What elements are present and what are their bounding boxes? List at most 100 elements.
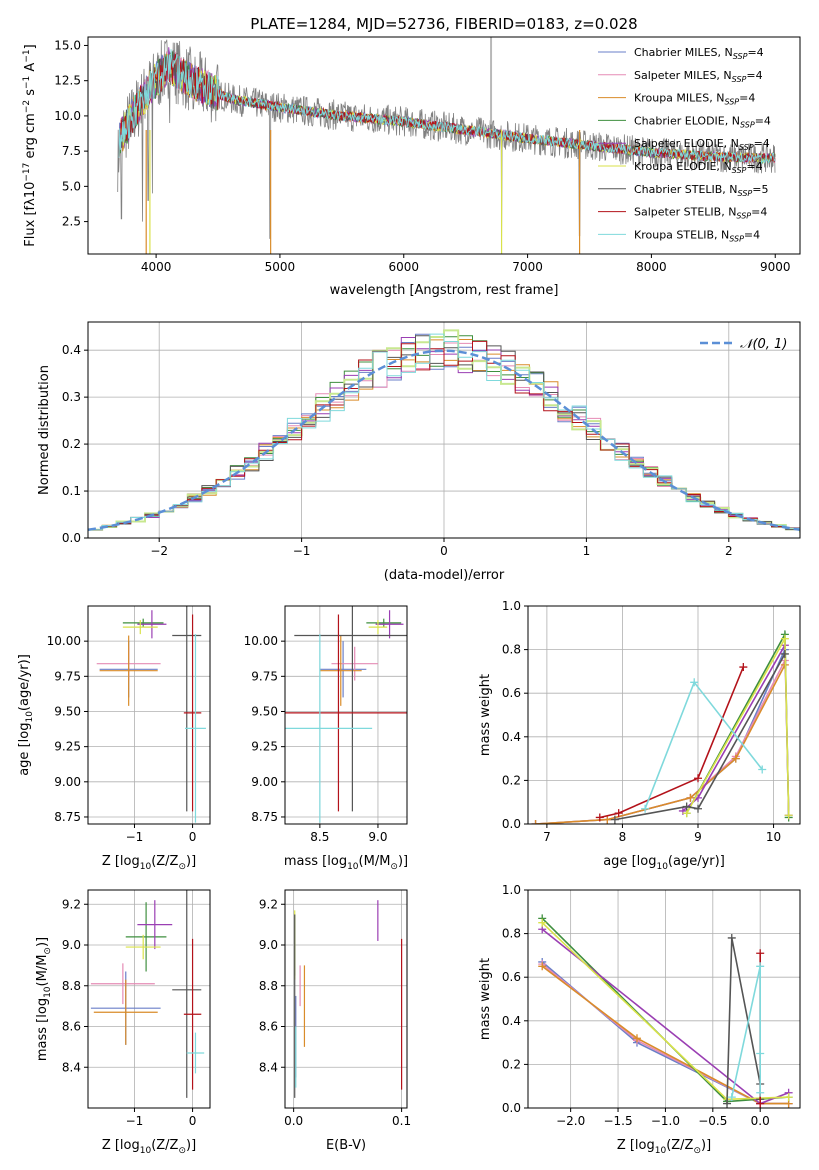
legend-suffix: =4 bbox=[744, 228, 760, 241]
plus-marker bbox=[531, 820, 540, 824]
legend-entry: Salpeter ELODIE, NSSP=4 bbox=[634, 137, 770, 152]
errorbar-chabrier-elodie bbox=[122, 618, 164, 628]
plot-area bbox=[88, 329, 800, 533]
label-part: )] bbox=[186, 1138, 196, 1153]
plus-marker bbox=[614, 809, 623, 818]
y-tick-label: 0.0 bbox=[502, 817, 521, 831]
x-tick-label: 9.0 bbox=[368, 830, 387, 844]
legend-entry: Salpeter STELIB, NSSP=4 bbox=[634, 206, 767, 221]
y-tick-label: 1.0 bbox=[502, 883, 521, 897]
y-tick-label: 12.5 bbox=[54, 74, 81, 88]
label-part: ⊙ bbox=[43, 947, 53, 955]
label-part: erg cm bbox=[23, 113, 38, 162]
label-part: ⊙ bbox=[178, 862, 186, 872]
plus-marker bbox=[690, 678, 699, 687]
y-tick-label: 10.00 bbox=[244, 634, 278, 648]
y-tick-label: 8.4 bbox=[259, 1060, 278, 1074]
weight-vs-z-axes: −2.0 −1.5 −1.0 −0.5 0.0 0.0 0.2 0.4 0.6 0.8 1.0 Z [… bbox=[478, 883, 801, 1156]
legend-suffix: =4 bbox=[746, 69, 762, 82]
legend-name: Kroupa STELIB, N bbox=[634, 228, 729, 241]
y-tick-label: 0.6 bbox=[502, 686, 521, 700]
spectrum-ylabel: Flux [fλ10−17​ erg cm−2​ s−1​ A−1​] bbox=[22, 44, 38, 246]
age-vs-mass-xlabel: mass [log10​(M/M⊙​)] bbox=[284, 854, 408, 872]
plus-marker bbox=[727, 933, 736, 942]
x-tick-label: −1 bbox=[293, 544, 311, 558]
label-part: A bbox=[23, 63, 38, 76]
plot-area bbox=[294, 900, 403, 1098]
errorbar-salpeter-stelib bbox=[183, 614, 202, 812]
y-tick-label: 0.8 bbox=[502, 927, 521, 941]
label-part: (M/M bbox=[359, 854, 391, 869]
y-tick-label: 9.25 bbox=[251, 740, 278, 754]
y-tick-label: 0.0 bbox=[502, 1101, 521, 1115]
y-tick-label: 2.5 bbox=[62, 215, 81, 229]
legend-name: Chabrier ELODIE, N bbox=[634, 114, 740, 127]
label-part: Z [log bbox=[617, 1138, 655, 1153]
y-tick-label: 0.3 bbox=[62, 390, 81, 404]
axes-frame bbox=[87, 605, 211, 825]
plus-marker bbox=[727, 1093, 736, 1102]
normal-curve bbox=[88, 349, 800, 532]
label-part: (Z/Z bbox=[666, 1138, 693, 1153]
y-tick-label: 8.8 bbox=[62, 979, 81, 993]
y-tick-label: 8.8 bbox=[259, 979, 278, 993]
y-tick-label: 9.0 bbox=[259, 938, 278, 952]
axes-frame bbox=[87, 889, 211, 1109]
label-part: (M/M bbox=[35, 955, 50, 987]
label-part: ⊙ bbox=[390, 862, 398, 872]
label-part: ⊙ bbox=[178, 1146, 186, 1156]
label-part: (Z/Z bbox=[151, 1138, 178, 1153]
label-part: 10 bbox=[655, 1146, 667, 1156]
y-tick-label: 9.00 bbox=[251, 775, 278, 789]
series-line-salpeter-stelib bbox=[599, 666, 745, 819]
x-tick-label: −1 bbox=[126, 830, 144, 844]
plus-marker bbox=[756, 962, 765, 971]
plus-marker bbox=[610, 815, 619, 824]
x-tick-label: 7000 bbox=[512, 260, 543, 274]
x-tick-label: 9000 bbox=[760, 260, 791, 274]
errorbar-kroupa-stelib bbox=[186, 1032, 205, 1074]
histogram-ylabel: Normed distribution bbox=[37, 365, 52, 495]
label-part: mass [log bbox=[35, 998, 50, 1061]
x-tick-label: −2.0 bbox=[556, 1114, 585, 1128]
y-tick-label: 0.0 bbox=[62, 531, 81, 545]
axes-frame bbox=[284, 889, 408, 1109]
legend-name: Chabrier MILES, N bbox=[634, 46, 733, 59]
series-line-kroupa-miles bbox=[535, 664, 786, 824]
plus-marker bbox=[632, 1034, 641, 1043]
x-tick-label: 0.1 bbox=[392, 1114, 411, 1128]
label-part: 10 bbox=[43, 986, 53, 998]
label-part: mass [log bbox=[284, 854, 347, 869]
plus-marker bbox=[694, 774, 702, 783]
label-part: 10 bbox=[656, 862, 668, 872]
errorbar-chabrier-elodie bbox=[125, 902, 167, 972]
x-tick-label: 8 bbox=[619, 830, 627, 844]
errorbar-salpeter-stelib bbox=[183, 938, 202, 1090]
y-tick-label: 8.4 bbox=[62, 1060, 81, 1074]
plus-marker bbox=[780, 649, 789, 658]
hist-step-chabrier-stelib bbox=[88, 335, 800, 532]
legend-suffix: =4 bbox=[754, 137, 770, 150]
plot-area bbox=[117, 37, 776, 254]
legend-suffix: =4 bbox=[746, 160, 762, 173]
legend-entry: Chabrier MILES, NSSP=4 bbox=[634, 46, 764, 61]
plus-marker bbox=[538, 918, 547, 927]
plus-marker bbox=[538, 962, 547, 971]
errorbar-chabrier-stelib bbox=[172, 890, 202, 1098]
label-part: Flux [f bbox=[23, 205, 38, 246]
x-tick-label: 0.0 bbox=[751, 1114, 770, 1128]
x-tick-label: 6000 bbox=[388, 260, 419, 274]
x-tick-label: 8.5 bbox=[310, 830, 329, 844]
errorbar-chabrier-stelib bbox=[172, 606, 202, 812]
label-part: Z [log bbox=[102, 1138, 140, 1153]
plot-area bbox=[531, 630, 793, 824]
y-tick-label: 5.0 bbox=[62, 179, 81, 193]
weight-vs-z-ylabel: mass weight bbox=[478, 958, 493, 1040]
errorbar-salpeter-elodie bbox=[137, 610, 167, 639]
label-part: 10 bbox=[347, 862, 359, 872]
x-tick-label: 0 bbox=[189, 1114, 197, 1128]
legend-suffix: =4 bbox=[739, 92, 755, 105]
x-tick-label: 5000 bbox=[265, 260, 296, 274]
